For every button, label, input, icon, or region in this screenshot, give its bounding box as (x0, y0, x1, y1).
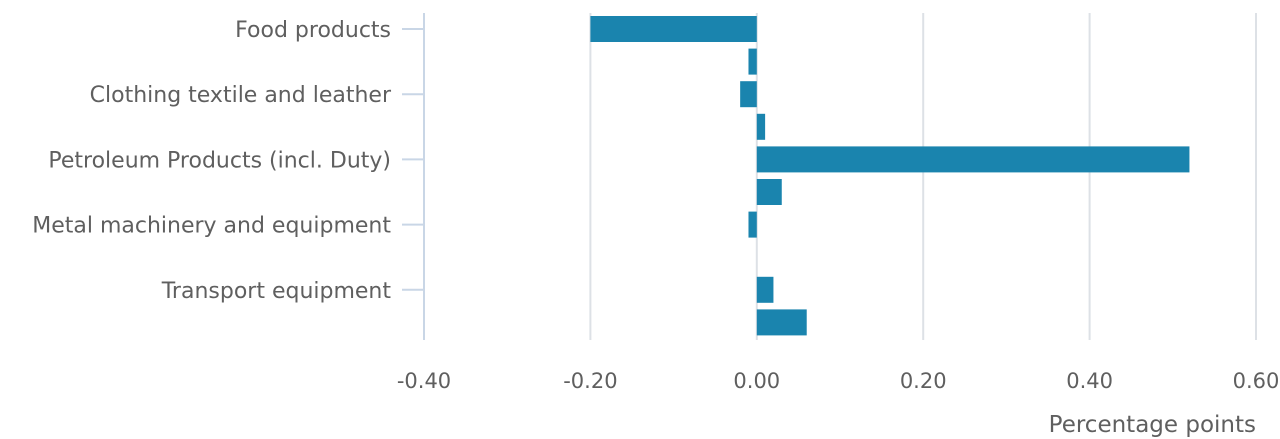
category-label: Petroleum Products (incl. Duty) (48, 148, 391, 173)
bar (757, 146, 1190, 172)
x-tick-label: 0.00 (733, 369, 780, 393)
bar (757, 309, 807, 335)
bars (590, 16, 1189, 335)
bar (757, 179, 782, 205)
x-tick-label: 0.60 (1233, 369, 1280, 393)
bar (748, 49, 756, 75)
category-label: Metal machinery and equipment (32, 214, 391, 239)
x-tick-label: 0.40 (1066, 369, 1113, 393)
x-tick-labels: -0.40 -0.20 0.00 0.20 0.40 0.60 (397, 369, 1280, 393)
x-tick-label: -0.40 (397, 369, 451, 393)
category-labels: Food products Clothing textile and leathe… (32, 18, 392, 304)
x-axis-title: Percentage points (1049, 412, 1256, 438)
category-label: Transport equipment (161, 279, 392, 304)
x-tick-label: -0.20 (563, 369, 617, 393)
category-label: Clothing textile and leather (90, 83, 392, 108)
bar (748, 212, 756, 238)
x-tick-label: 0.20 (900, 369, 947, 393)
bar (757, 114, 765, 140)
grid-lines (590, 13, 1256, 340)
bar (740, 81, 757, 107)
bar (590, 16, 756, 42)
bar (757, 277, 774, 303)
y-axis (402, 13, 424, 340)
category-label: Food products (235, 18, 391, 43)
